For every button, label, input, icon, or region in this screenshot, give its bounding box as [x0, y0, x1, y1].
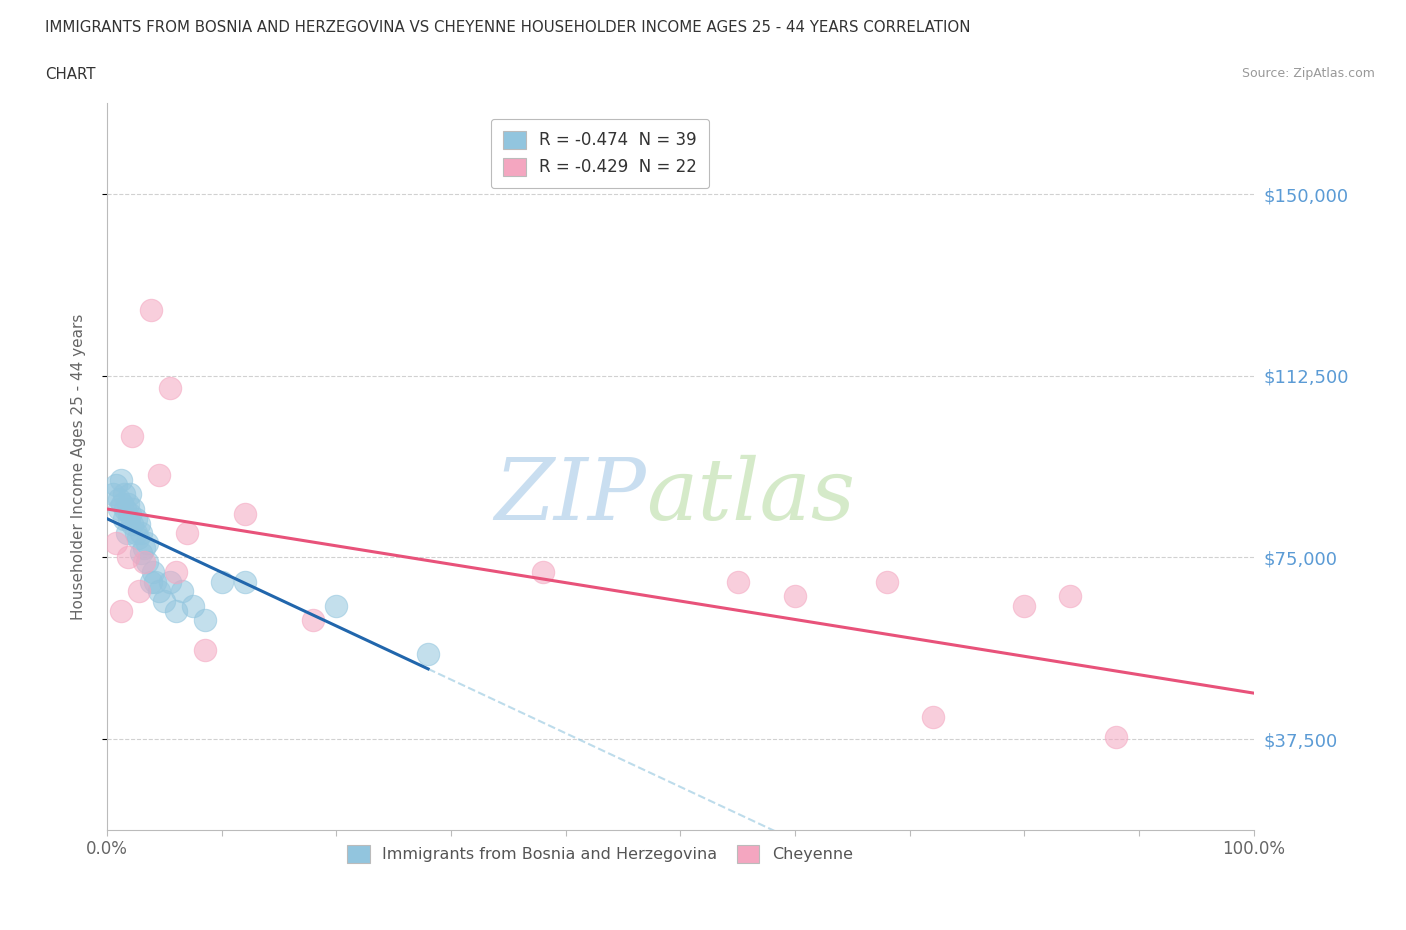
- Point: [302, 613, 325, 628]
- Point: [121, 429, 143, 444]
- Point: [112, 512, 135, 526]
- Point: [148, 584, 170, 599]
- Point: [142, 565, 165, 579]
- Point: [117, 497, 139, 512]
- Point: [159, 574, 181, 589]
- Point: [131, 525, 153, 540]
- Point: [132, 540, 155, 555]
- Point: [118, 507, 141, 522]
- Point: [153, 593, 176, 608]
- Point: [136, 555, 159, 570]
- Point: [233, 507, 256, 522]
- Point: [139, 574, 162, 589]
- Point: [181, 599, 204, 614]
- Legend: Immigrants from Bosnia and Herzegovina, Cheyenne: Immigrants from Bosnia and Herzegovina, …: [340, 839, 859, 870]
- Point: [1014, 599, 1036, 614]
- Point: [139, 303, 162, 318]
- Point: [101, 487, 124, 502]
- Point: [127, 531, 149, 546]
- Text: Source: ZipAtlas.com: Source: ZipAtlas.com: [1241, 67, 1375, 80]
- Point: [148, 468, 170, 483]
- Point: [193, 613, 215, 628]
- Text: ZIP: ZIP: [494, 455, 645, 537]
- Point: [114, 501, 136, 516]
- Point: [118, 487, 141, 502]
- Text: atlas: atlas: [645, 455, 855, 537]
- Text: CHART: CHART: [45, 67, 96, 82]
- Point: [159, 380, 181, 395]
- Point: [783, 589, 806, 604]
- Point: [1105, 729, 1128, 744]
- Point: [165, 604, 187, 618]
- Point: [531, 565, 554, 579]
- Point: [165, 565, 187, 579]
- Point: [125, 525, 148, 540]
- Point: [233, 574, 256, 589]
- Point: [1059, 589, 1081, 604]
- Point: [325, 599, 347, 614]
- Point: [131, 545, 153, 560]
- Point: [121, 516, 143, 531]
- Point: [118, 512, 141, 526]
- Point: [193, 642, 215, 657]
- Point: [111, 497, 134, 512]
- Point: [105, 477, 128, 492]
- Point: [128, 516, 150, 531]
- Point: [921, 710, 943, 724]
- Point: [170, 584, 193, 599]
- Point: [105, 536, 128, 551]
- Point: [122, 501, 145, 516]
- Point: [727, 574, 749, 589]
- Point: [128, 584, 150, 599]
- Point: [110, 604, 132, 618]
- Point: [107, 492, 129, 507]
- Point: [211, 574, 233, 589]
- Point: [136, 536, 159, 551]
- Point: [107, 501, 129, 516]
- Point: [110, 472, 132, 487]
- Point: [117, 550, 139, 565]
- Y-axis label: Householder Income Ages 25 - 44 years: Householder Income Ages 25 - 44 years: [72, 313, 86, 619]
- Text: IMMIGRANTS FROM BOSNIA AND HERZEGOVINA VS CHEYENNE HOUSEHOLDER INCOME AGES 25 - : IMMIGRANTS FROM BOSNIA AND HERZEGOVINA V…: [45, 20, 970, 35]
- Point: [876, 574, 898, 589]
- Point: [125, 512, 148, 526]
- Point: [115, 525, 138, 540]
- Point: [143, 574, 166, 589]
- Point: [176, 525, 198, 540]
- Point: [416, 647, 439, 662]
- Point: [132, 555, 155, 570]
- Point: [112, 487, 135, 502]
